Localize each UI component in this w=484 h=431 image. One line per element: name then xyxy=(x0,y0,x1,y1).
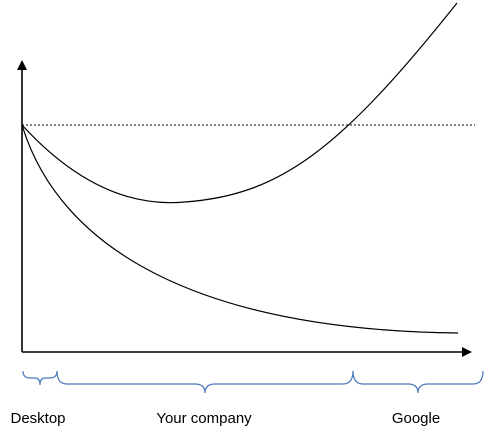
label-google: Google xyxy=(392,410,440,427)
label-your-company: Your company xyxy=(156,410,252,427)
brace-desktop xyxy=(22,370,58,386)
u-shaped-curve xyxy=(21,2,458,204)
label-desktop: Desktop xyxy=(10,410,65,427)
brace-your-company xyxy=(56,370,354,394)
brace-google xyxy=(352,370,484,394)
decreasing-curve xyxy=(21,124,459,334)
